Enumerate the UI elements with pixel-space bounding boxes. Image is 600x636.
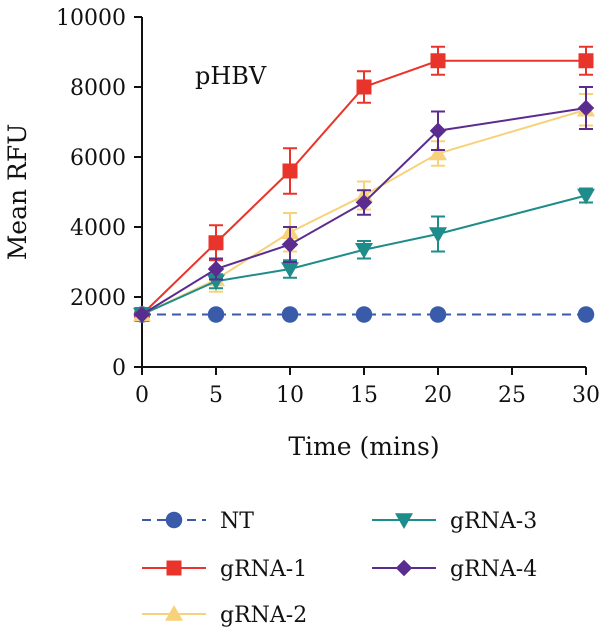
data-point-grna-1 (356, 79, 372, 95)
legend: NT gRNA-3 gRNA-1 gRNA-4 gRNA-2 (142, 509, 537, 628)
legend-marker (166, 560, 182, 576)
data-point-grna-4 (429, 122, 447, 139)
data-point-grna-2 (429, 144, 447, 161)
data-point-nt (207, 306, 225, 323)
y-tick-label: 4000 (70, 216, 126, 241)
ticks: 0 5 10 15 20 25 30 0 2000 4000 6000 8000 10000 (56, 6, 600, 408)
x-tick-label: 0 (135, 383, 149, 408)
legend-item: gRNA-1 (142, 557, 307, 582)
x-tick-label: 20 (424, 383, 452, 408)
legend-item: NT (142, 509, 254, 534)
legend-label: gRNA-2 (220, 603, 307, 628)
x-tick-label: 10 (276, 383, 304, 408)
x-axis-title: Time (mins) (288, 432, 439, 461)
data-point-grna-3 (429, 227, 447, 243)
series-grna-3 (133, 187, 595, 324)
data-point-grna-4 (281, 236, 299, 253)
legend-label: gRNA-3 (450, 509, 537, 534)
y-axis-title: Mean RFU (3, 124, 32, 261)
y-tick-label: 2000 (70, 286, 126, 311)
x-tick-label: 25 (498, 383, 526, 408)
series-nt (133, 306, 595, 323)
x-tick-label: 5 (209, 383, 223, 408)
data-point-grna-1 (578, 53, 594, 69)
legend-marker (395, 559, 413, 577)
y-tick-label: 6000 (70, 146, 126, 171)
data-point-grna-1 (282, 163, 298, 179)
data-point-nt (577, 306, 595, 323)
legend-label: NT (220, 509, 254, 534)
x-tick-label: 15 (350, 383, 378, 408)
data-point-grna-1 (208, 235, 224, 251)
data-point-grna-4 (207, 260, 225, 278)
data-point-grna-3 (281, 262, 299, 278)
y-tick-label: 10000 (56, 6, 126, 31)
legend-marker (165, 511, 183, 529)
data-point-grna-3 (577, 188, 595, 205)
annotation-label: pHBV (195, 62, 267, 90)
series-grna-4 (133, 86, 595, 323)
series-line-grna-4 (141, 107, 587, 316)
series-layer (133, 45, 595, 324)
data-point-nt (429, 306, 447, 323)
data-point-nt (355, 306, 373, 323)
y-tick-label: 8000 (70, 76, 126, 101)
legend-label: gRNA-4 (450, 557, 537, 582)
legend-item: gRNA-2 (142, 603, 307, 628)
data-point-nt (281, 306, 299, 323)
data-point-grna-1 (430, 53, 446, 69)
series-line-grna-1 (141, 59, 586, 316)
series-line-grna-3 (141, 194, 587, 316)
data-point-grna-4 (133, 306, 151, 323)
legend-label: gRNA-1 (220, 557, 307, 582)
legend-item: gRNA-3 (372, 509, 537, 534)
series-grna-1 (134, 45, 594, 322)
x-tick-label: 30 (572, 383, 600, 408)
data-point-grna-3 (207, 274, 225, 291)
data-point-grna-4 (577, 99, 595, 117)
legend-marker (395, 513, 413, 529)
legend-item: gRNA-4 (372, 557, 537, 582)
series-line-grna-2 (141, 108, 587, 316)
y-tick-label: 0 (112, 356, 126, 381)
legend-marker (165, 605, 183, 621)
data-point-grna-3 (355, 243, 373, 259)
data-point-grna-4 (355, 194, 373, 211)
